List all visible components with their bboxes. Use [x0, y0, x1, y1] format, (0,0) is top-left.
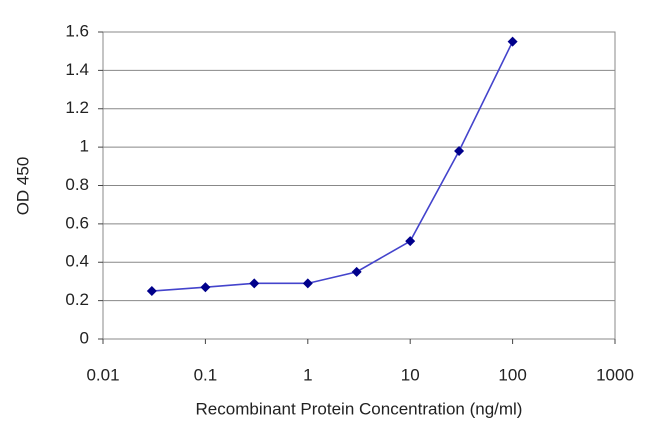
marker [507, 36, 518, 47]
x-tick-label: 10 [401, 365, 420, 384]
marker [146, 286, 157, 297]
x-axis-label: Recombinant Protein Concentration (ng/ml… [196, 399, 523, 418]
x-tick-label: 1000 [596, 365, 634, 384]
x-tick-label: 100 [498, 365, 526, 384]
y-tick-label: 0.8 [65, 175, 89, 194]
marker [200, 282, 211, 293]
marker [454, 145, 465, 156]
marker [405, 236, 416, 247]
line [151, 41, 514, 292]
marker [249, 278, 260, 289]
y-tick-label: 0.4 [65, 252, 89, 271]
marker [351, 266, 362, 277]
y-tick-label: 0.2 [65, 290, 89, 309]
y-axis-label: OD 450 [13, 157, 32, 216]
x-tick-label: 0.01 [86, 365, 119, 384]
y-tick-label: 1.4 [65, 60, 89, 79]
x-tick-label: 1 [303, 365, 312, 384]
y-tick-label: 0 [80, 328, 89, 347]
marker [302, 278, 313, 289]
x-tick-label: 0.1 [194, 365, 218, 384]
y-tick-label: 1.2 [65, 98, 89, 117]
y-tick-label: 1.6 [65, 21, 89, 40]
y-tick-label: 0.6 [65, 213, 89, 232]
y-tick-label: 1 [80, 137, 89, 156]
